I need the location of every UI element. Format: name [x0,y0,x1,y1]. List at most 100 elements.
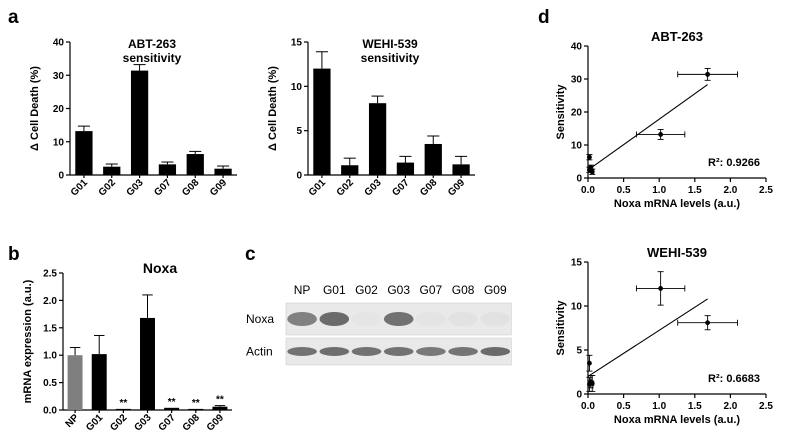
data-point [587,154,592,160]
blot-band [287,347,317,356]
y-tick-label: 1.0 [43,351,57,362]
chart-title: Noxa [143,260,177,276]
x-tick-label: 0.0 [581,401,595,412]
y-tick-label: 15 [571,258,583,269]
bar [396,162,415,175]
x-tick-label: 0.5 [617,401,631,412]
x-tick-label: 2.5 [759,185,773,196]
x-category-label: G03 [132,412,153,433]
chart-title: ABT-263 [651,29,703,44]
lane-label: G01 [323,283,346,297]
blot-row-label: Actin [246,345,273,359]
bar [75,131,93,175]
x-axis-label: Noxa mRNA levels (a.u.) [614,414,740,426]
x-category-label: G07 [152,177,173,198]
x-tick-label: 0.5 [617,185,631,196]
y-tick-label: 20 [571,108,583,119]
x-tick-label: 1.0 [652,401,666,412]
bar [158,164,177,175]
bar [103,166,121,175]
bar [186,154,204,175]
lane-label: G03 [387,283,410,297]
x-category-label: G03 [125,177,146,198]
blot-band [319,312,350,326]
y-tick-label: 0 [296,171,302,182]
y-tick-label: 10 [53,137,65,148]
data-point [705,320,711,326]
blot-band [448,312,478,326]
chart-title-line-1: WEHI-539 [362,37,418,51]
lane-label: G08 [452,283,475,297]
x-tick-label: 1.5 [688,185,702,196]
y-tick-label: 20 [53,104,65,115]
data-point [589,169,595,175]
y-tick-label: 5 [296,126,302,137]
bar [214,168,232,175]
significance-marker: ** [216,395,224,406]
y-tick-label: 0.0 [43,406,57,417]
y-tick-label: 0 [576,174,582,185]
significance-marker: ** [119,398,127,409]
y-tick-label: 40 [571,42,583,53]
y-axis-label: Δ Cell Death (%) [29,66,41,151]
chart-title-line-2: sensitivity [123,51,182,65]
lane-label: G07 [420,283,443,297]
blot-band [287,312,317,326]
x-category-label: G08 [418,177,439,198]
bar [140,317,155,410]
chart-title: WEHI-539 [647,245,707,260]
x-category-label: G09 [208,177,229,198]
y-tick-label: 10 [571,302,583,313]
r-squared-label: R²: 0.9266 [708,157,760,169]
bar [130,70,149,175]
panel-label-b: b [8,244,20,265]
x-tick-label: 0.0 [581,185,595,196]
blot-band [383,312,414,326]
data-point [705,71,711,77]
blot-band [351,312,382,326]
y-tick-label: 10 [291,82,303,93]
x-tick-label: 1.0 [652,185,666,196]
x-category-label: G01 [84,412,105,433]
bar [91,354,107,410]
y-tick-label: 0 [58,171,64,182]
panel-label-c: c [245,244,256,265]
blot-band [416,347,446,356]
significance-marker: ** [192,398,200,409]
panel-label-d: d [538,7,550,28]
bar [313,68,331,175]
blot-band [319,347,350,356]
blot-band [448,347,478,356]
x-category-label: NP [64,412,82,430]
lane-label: NP [294,283,311,297]
data-point [658,286,664,291]
y-axis-label: mRNA expression (a.u.) [22,279,34,403]
regression-line [587,298,708,377]
blot-row-label: Noxa [246,312,274,326]
x-tick-label: 2.0 [723,185,737,196]
r-squared-label: R²: 0.6683 [708,373,760,385]
y-tick-label: 0.5 [43,378,57,389]
x-category-label: G01 [307,177,328,198]
lane-label: G09 [484,283,507,297]
bar [164,407,180,410]
data-point [589,381,595,386]
regression-line [587,84,708,171]
bar [115,408,131,410]
x-category-label: G09 [446,177,467,198]
y-tick-label: 2.5 [43,269,57,280]
blot-band [416,312,446,326]
data-point [587,360,592,366]
y-axis-label: Δ Cell Death (%) [267,66,279,151]
wehi539-correlation-scatter: WEHI-539 0 5 10 15 0.0 0.5 1.0 1.5 2.0 2.5 Noxa mRN… [555,245,773,426]
x-tick-label: 1.5 [688,401,702,412]
bar [424,143,442,175]
blot-band [351,347,382,356]
bar [341,165,359,175]
x-category-label: G01 [69,177,90,198]
x-category-label: G08 [180,177,201,198]
y-tick-label: 0 [576,390,582,401]
